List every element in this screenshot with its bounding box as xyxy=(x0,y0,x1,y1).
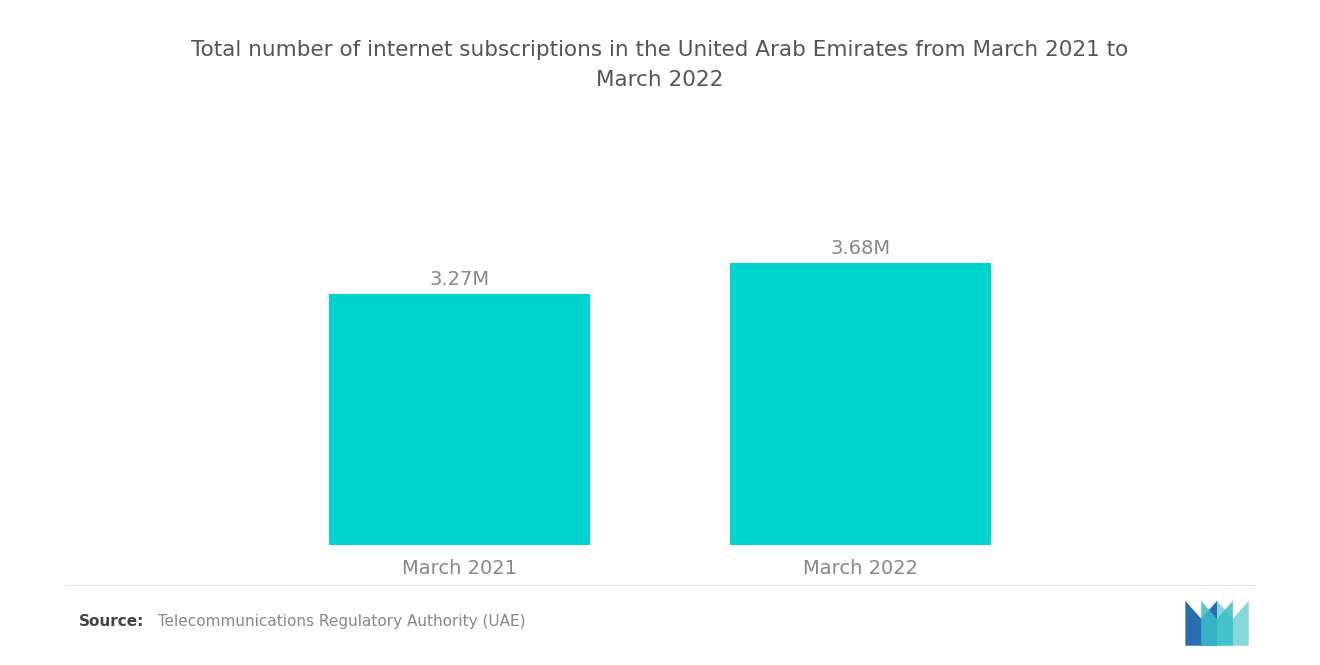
Bar xyxy=(730,263,991,545)
Polygon shape xyxy=(1217,601,1249,646)
Text: Telecommunications Regulatory Authority (UAE): Telecommunications Regulatory Authority … xyxy=(148,614,525,629)
Text: 3.27M: 3.27M xyxy=(429,271,490,289)
Text: Total number of internet subscriptions in the United Arab Emirates from March 20: Total number of internet subscriptions i… xyxy=(191,40,1129,90)
Polygon shape xyxy=(1201,601,1233,646)
Text: Source:: Source: xyxy=(79,614,145,629)
Bar xyxy=(329,294,590,545)
Polygon shape xyxy=(1185,601,1217,646)
Text: 3.68M: 3.68M xyxy=(830,239,891,258)
